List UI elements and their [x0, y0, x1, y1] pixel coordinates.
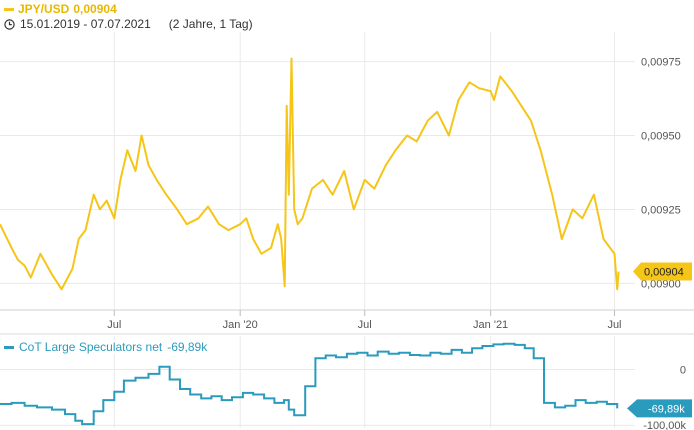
cot-y-tick-label: -100,00k	[643, 420, 686, 430]
main-y-tick-label: 0,00950	[641, 131, 681, 143]
main-y-tick-label: 0,00925	[641, 204, 681, 216]
x-tick-label: Jul	[107, 319, 121, 331]
main-series-swatch	[4, 7, 14, 11]
cot-legend: CoT Large Speculators net -69,89k	[4, 340, 211, 354]
cot-speculators-line	[0, 342, 619, 426]
period-info: (2 Jahre, 1 Tag)	[168, 17, 253, 31]
cot-legend-label: CoT Large Speculators net	[19, 340, 163, 354]
clock-icon	[4, 18, 15, 30]
x-tick-label: Jul	[607, 319, 621, 331]
cot-y-tick-label: 0	[680, 364, 686, 376]
main-y-tick-label: 0,00975	[641, 57, 681, 69]
chart-header-title: JPY/USD 0,00904	[4, 2, 117, 16]
main-y-tick-label: 0,00900	[641, 278, 681, 290]
instrument-last-value: 0,00904	[73, 2, 117, 16]
cot-last-value-badge	[627, 399, 692, 418]
cot-last-value-label: -69,89k	[648, 403, 685, 415]
x-tick-label: Jul	[358, 319, 372, 331]
jpy-usd-line	[0, 57, 620, 291]
chart-header-range: 15.01.2019 - 07.07.2021 (2 Jahre, 1 Tag)	[4, 17, 253, 31]
cot-series-swatch	[4, 345, 14, 349]
main-last-value-badge	[633, 262, 692, 281]
instrument-name: JPY/USD	[18, 2, 70, 16]
x-tick-label: Jan '21	[473, 319, 508, 331]
cot-legend-value: -69,89k	[167, 340, 208, 354]
main-last-value-label: 0,00904	[644, 267, 684, 279]
x-tick-label: Jan '20	[223, 319, 258, 331]
date-range: 15.01.2019 - 07.07.2021	[20, 17, 151, 31]
